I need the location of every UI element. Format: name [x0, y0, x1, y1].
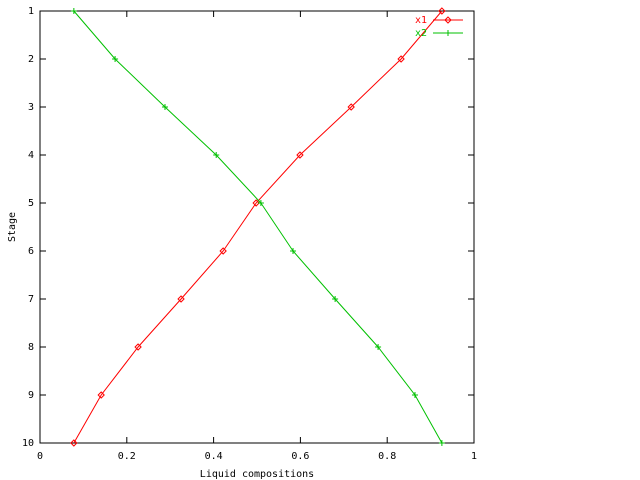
- y-tick-label: 5: [28, 198, 34, 209]
- x-tick-label: 0.2: [118, 451, 136, 462]
- point: [134, 343, 142, 351]
- point: [296, 151, 304, 159]
- x-axis-label: Liquid compositions: [200, 469, 314, 480]
- y-tick-label: 8: [28, 342, 34, 353]
- y-tick-label: 3: [28, 102, 34, 113]
- point: [70, 8, 77, 14]
- point: [290, 248, 297, 254]
- point: [438, 7, 446, 15]
- y-tick-label: 1: [28, 6, 34, 17]
- y-tick-label: 6: [28, 246, 34, 257]
- x-tick-label: 0.4: [205, 451, 223, 462]
- point: [397, 55, 405, 63]
- point: [438, 440, 445, 446]
- y-tick-label: 9: [28, 390, 34, 401]
- point: [213, 152, 220, 158]
- series-line: [73, 10, 443, 444]
- x-tick-label: 0.8: [378, 451, 396, 462]
- point: [347, 103, 355, 111]
- point: [252, 199, 260, 207]
- y-tick-label: 7: [28, 294, 34, 305]
- point: [112, 56, 119, 62]
- x-tick-label: 0: [37, 451, 43, 462]
- y-axis-label: Stage: [7, 212, 18, 242]
- y-tick-label: 10: [22, 438, 34, 449]
- x-tick-label: 0.6: [291, 451, 309, 462]
- point: [411, 392, 418, 398]
- point: [70, 439, 78, 447]
- plot-border: [39, 10, 475, 444]
- point: [257, 200, 264, 206]
- legend-label: x2: [415, 28, 427, 39]
- point: [219, 247, 227, 255]
- point: [332, 296, 339, 302]
- point: [375, 344, 382, 350]
- y-tick-label: 2: [28, 54, 34, 65]
- x-tick-label: 1: [471, 451, 477, 462]
- legend-label: x1: [415, 15, 427, 26]
- legend-marker: [445, 30, 451, 36]
- point: [161, 104, 168, 110]
- legend-marker: [444, 16, 452, 24]
- point: [97, 391, 105, 399]
- point: [177, 295, 185, 303]
- y-tick-label: 4: [28, 150, 34, 161]
- series-line: [73, 10, 443, 444]
